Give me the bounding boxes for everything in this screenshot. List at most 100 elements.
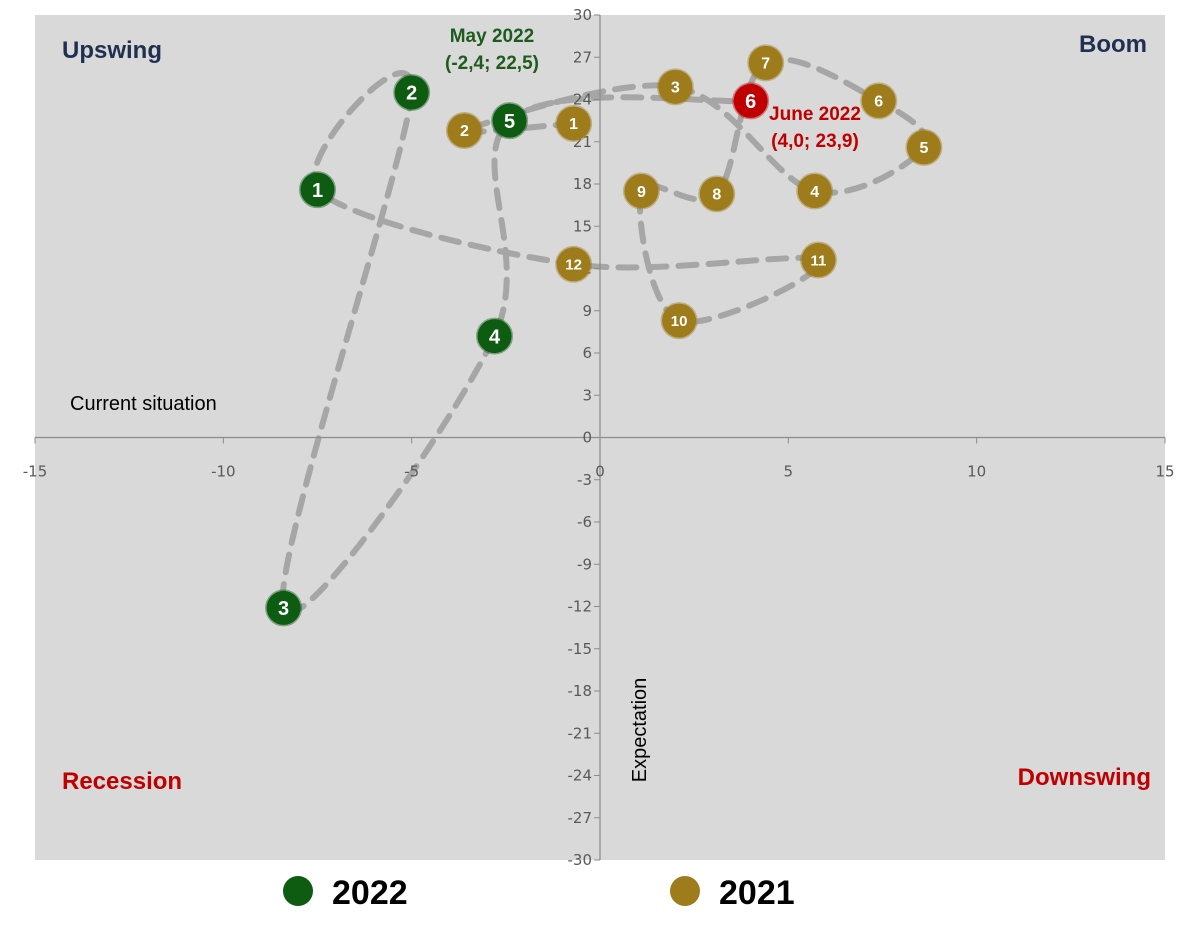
y-tick-label: 0: [582, 429, 592, 447]
x-tick-label: 15: [1155, 463, 1174, 481]
y-tick-label: 24: [573, 91, 592, 109]
y-tick-label: 27: [573, 48, 592, 66]
point-label: 7: [761, 56, 770, 73]
point-2021-11: 11: [799, 241, 837, 279]
y-tick-label: 6: [582, 344, 592, 362]
legend-label: 2021: [719, 874, 795, 912]
point-label: 2: [406, 83, 417, 105]
annotation-1-line-1: (4,0; 23,9): [771, 131, 859, 152]
point-2022-4: 4: [476, 317, 514, 355]
point-label: 12: [565, 257, 582, 274]
x-axis-title: Current situation: [70, 393, 217, 415]
point-label: 2: [460, 123, 469, 140]
point-marker: [905, 128, 943, 166]
quadrant-upswing: Upswing: [62, 37, 162, 64]
point-marker: [732, 82, 770, 120]
y-tick-label: -24: [568, 767, 593, 785]
point-marker: [393, 73, 431, 111]
x-tick-label: 5: [784, 463, 794, 481]
axes: -15 -10 -5 0 5 10 15-30-27-24-21-18-15-12-9-6-…: [23, 6, 1175, 869]
point-label: 8: [712, 187, 721, 204]
point-label: 3: [278, 598, 289, 620]
point-marker: [265, 589, 303, 627]
quadrant-downswing: Downswing: [1018, 764, 1151, 791]
quadrant-recession: Recession: [62, 768, 182, 795]
annotation-1-line-0: June 2022: [769, 104, 861, 125]
point-marker: [799, 241, 837, 279]
point-2021-7: 7: [747, 44, 785, 82]
y-tick-label: -30: [568, 851, 593, 869]
point-label: 1: [569, 116, 578, 133]
point-2021-6: 6: [860, 82, 898, 120]
y-tick-label: 9: [582, 302, 592, 320]
point-label: 10: [671, 313, 688, 330]
y-tick-label: 30: [573, 6, 592, 24]
point-2021-2: 2: [445, 111, 483, 149]
point-label: 6: [745, 91, 756, 113]
point-2021-3: 3: [656, 68, 694, 106]
point-label: 1: [312, 180, 323, 202]
point-marker: [476, 317, 514, 355]
legend-label: 2022: [332, 874, 408, 912]
point-2021-1: 1: [555, 104, 593, 142]
annotation-0-line-1: (-2,4; 22,5): [445, 53, 539, 74]
y-tick-label: 15: [573, 217, 592, 235]
point-marker: [445, 111, 483, 149]
point-marker: [656, 68, 694, 106]
point-label: 11: [811, 252, 827, 269]
point-2022-2: 2: [393, 73, 431, 111]
y-tick-label: -21: [568, 724, 593, 742]
y-tick-label: -27: [568, 809, 593, 827]
legend-swatch: [283, 876, 313, 906]
point-label: 6: [874, 94, 883, 111]
y-tick-label: 3: [582, 386, 592, 404]
legend: 2022 2021: [283, 874, 795, 912]
point-marker: [555, 245, 593, 283]
legend-item-2022: 2022: [283, 874, 408, 912]
legend-swatch: [670, 876, 700, 906]
y-tick-label: -9: [577, 555, 592, 573]
y-tick-label: -12: [568, 598, 593, 616]
point-marker: [299, 171, 336, 209]
point-2021-5: 5: [905, 128, 943, 166]
point-label: 9: [637, 184, 646, 201]
point-marker: [860, 82, 898, 120]
point-marker: [491, 102, 529, 140]
point-2021-12: 12: [555, 245, 593, 283]
point-label: 4: [489, 326, 501, 348]
legend-item-2021: 2021: [670, 874, 795, 912]
point-label: 5: [504, 111, 515, 133]
point-2021-4: 4: [796, 172, 834, 210]
point-2021-8: 8: [698, 175, 736, 213]
point-marker: [698, 175, 736, 213]
point-marker: [660, 302, 698, 340]
point-label: 4: [810, 184, 819, 201]
point-2022-5: 5: [491, 102, 529, 140]
x-tick-label: 10: [967, 463, 986, 481]
point-2022-3: 3: [265, 589, 303, 627]
point-2021-9: 9: [622, 172, 660, 210]
annotation-0-line-0: May 2022: [450, 26, 535, 47]
y-tick-label: -15: [568, 640, 593, 658]
y-axis-title: Expectation: [629, 678, 651, 783]
point-label: 5: [919, 140, 928, 157]
y-tick-label: -3: [577, 471, 592, 489]
point-label: 3: [671, 80, 680, 97]
y-tick-label: -6: [577, 513, 592, 531]
point-2022-6: 6: [732, 82, 770, 120]
y-tick-label: -18: [568, 682, 593, 700]
point-2022-1: 1: [299, 171, 336, 209]
labels: Current situation Expectation Upswing Boom R…: [62, 26, 1151, 795]
point-marker: [747, 44, 785, 82]
point-marker: [796, 172, 834, 210]
quadrant-boom: Boom: [1079, 31, 1147, 58]
y-tick-label: 18: [573, 175, 592, 193]
point-marker: [555, 104, 593, 142]
x-tick-label: -10: [211, 463, 236, 481]
x-tick-label: 0: [595, 463, 605, 481]
point-2021-10: 10: [660, 302, 698, 340]
point-marker: [622, 172, 660, 210]
